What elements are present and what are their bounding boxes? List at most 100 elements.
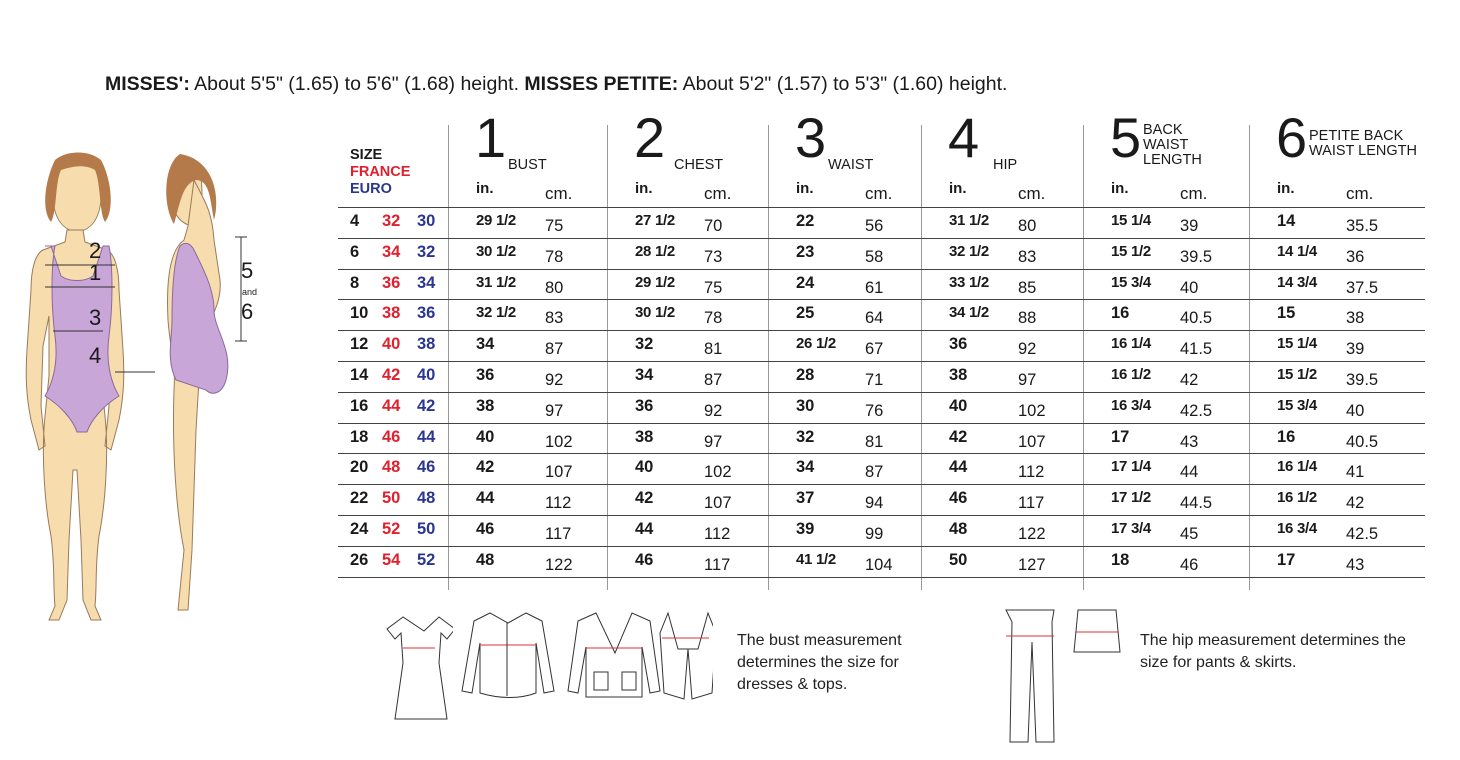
value-inches: 37: [796, 489, 815, 508]
unit-cm-header: cm.: [1346, 184, 1374, 203]
hip-note: The hip measurement determines the size …: [1140, 632, 1406, 671]
value-inches: 50: [949, 550, 968, 569]
value-inches: 32: [796, 427, 815, 446]
value-cm: 41: [1346, 463, 1365, 482]
unit-in-header: in.: [635, 180, 653, 197]
value-cm: 107: [545, 463, 573, 482]
value-inches: 14 3/4: [1277, 273, 1317, 291]
size-euro: 50: [417, 520, 436, 538]
row-divider: [338, 361, 1425, 362]
row-divider: [338, 391, 1425, 393]
value-cm: 127: [1018, 555, 1046, 574]
value-cm: 64: [865, 309, 884, 328]
value-cm: 83: [545, 309, 564, 328]
size-france: 34: [382, 242, 401, 261]
column-number: 4: [948, 106, 980, 169]
value-cm: 78: [704, 309, 723, 328]
value-inches: 48: [476, 550, 495, 569]
value-inches: 38: [476, 396, 495, 415]
value-cm: 39.5: [1180, 247, 1213, 266]
unit-cm-header: cm.: [1018, 184, 1046, 203]
row-divider: [338, 422, 1425, 424]
unit-cm-header: cm.: [1180, 184, 1208, 203]
value-inches: 26 1/2: [796, 335, 836, 353]
value-inches: 16 3/4: [1111, 396, 1151, 414]
value-inches: 34: [635, 366, 654, 384]
value-inches: 28 1/2: [635, 242, 675, 260]
value-cm: 61: [865, 278, 884, 297]
value-cm: 85: [1018, 278, 1037, 297]
value-cm: 76: [865, 401, 884, 420]
value-cm: 117: [545, 525, 572, 543]
value-cm: 38: [1346, 309, 1365, 328]
column-number: 1: [475, 106, 507, 169]
size-euro: 40: [417, 366, 436, 384]
value-inches: 16 1/2: [1111, 366, 1151, 383]
size-france: 50: [382, 489, 401, 508]
value-cm: 102: [545, 432, 573, 451]
row-divider: [338, 330, 1425, 332]
size-us: 14: [350, 366, 369, 384]
value-inches: 46: [476, 520, 495, 538]
value-inches: 15 1/4: [1111, 212, 1151, 229]
value-cm: 75: [545, 217, 564, 235]
value-cm: 92: [1018, 340, 1037, 359]
size-france: 32: [382, 212, 401, 230]
unit-in-header: in.: [1111, 180, 1129, 197]
size-header-label: SIZE: [350, 147, 383, 163]
size-france: 48: [382, 458, 401, 477]
value-cm: 78: [545, 247, 564, 266]
value-inches: 39: [796, 520, 815, 538]
column-divider: [921, 125, 922, 590]
value-cm: 122: [1018, 525, 1046, 543]
value-inches: 17 1/2: [1111, 489, 1151, 507]
euro-header-label: EURO: [350, 181, 392, 197]
size-euro: 46: [417, 458, 436, 477]
garment-skirt-icon: [1073, 609, 1121, 653]
value-inches: 34: [796, 458, 815, 477]
size-us: 22: [350, 489, 369, 508]
value-inches: 16 3/4: [1277, 520, 1317, 537]
value-inches: 36: [635, 396, 654, 415]
column-divider: [448, 125, 449, 590]
garment-dress-icon: [386, 616, 453, 720]
value-inches: 32: [635, 335, 654, 354]
size-france: 46: [382, 427, 401, 446]
unit-in-header: in.: [476, 180, 494, 197]
value-cm: 92: [545, 371, 564, 389]
france-header-label: FRANCE: [350, 164, 411, 180]
value-cm: 117: [704, 555, 731, 574]
value-inches: 28: [796, 366, 815, 384]
size-us: 12: [350, 335, 369, 354]
value-inches: 14: [1277, 212, 1296, 230]
value-cm: 102: [704, 463, 732, 482]
value-inches: 15 3/4: [1277, 396, 1317, 414]
size-us: 6: [350, 242, 360, 261]
misses-label: MISSES':: [105, 73, 190, 95]
measure-label-1: 1: [89, 260, 102, 285]
value-cm: 40.5: [1346, 432, 1379, 451]
value-inches: 30 1/2: [476, 242, 516, 260]
size-us: 8: [350, 273, 360, 292]
value-inches: 15 1/4: [1277, 335, 1317, 353]
value-cm: 40.5: [1180, 309, 1213, 328]
value-cm: 104: [865, 555, 893, 574]
size-euro: 30: [417, 212, 436, 230]
column-label: BUST: [508, 157, 547, 173]
size-euro: 48: [417, 489, 436, 508]
value-cm: 107: [704, 494, 732, 513]
value-cm: 112: [1018, 463, 1045, 482]
value-inches: 34: [476, 335, 495, 354]
value-cm: 40: [1180, 278, 1199, 297]
unit-in-header: in.: [796, 180, 814, 197]
value-inches: 42: [635, 489, 654, 508]
size-us: 26: [350, 550, 369, 569]
size-france: 42: [382, 366, 401, 384]
value-cm: 102: [1018, 401, 1046, 420]
value-cm: 99: [865, 525, 884, 543]
value-inches: 17: [1111, 427, 1130, 446]
height-info: MISSES': About 5'5" (1.65) to 5'6" (1.68…: [105, 73, 1007, 96]
size-header: SIZE FRANCE EURO: [350, 147, 410, 198]
size-us: 4: [350, 212, 360, 230]
value-inches: 44: [476, 489, 495, 508]
